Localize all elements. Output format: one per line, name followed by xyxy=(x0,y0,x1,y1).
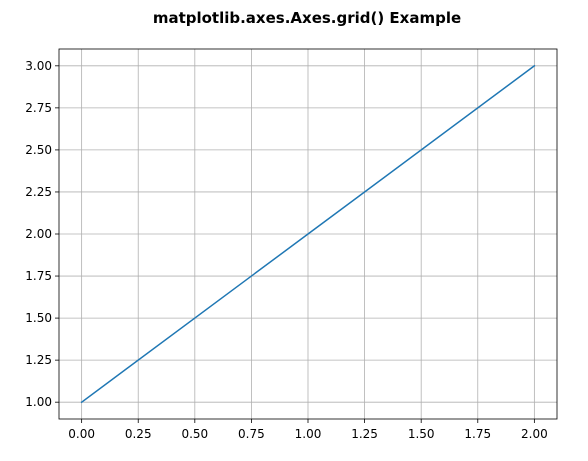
x-axis: 0.00 0.25 0.50 0.75 1.00 1.25 1.50 1.75 2.00 xyxy=(68,419,548,441)
y-tick-label: 3.00 xyxy=(25,59,52,73)
y-tick-label: 2.25 xyxy=(25,185,52,199)
series-layer xyxy=(80,64,536,404)
y-tick-label: 2.50 xyxy=(25,143,52,157)
x-tick-label: 0.25 xyxy=(125,427,152,441)
x-tick-label: 0.00 xyxy=(68,427,95,441)
x-tick-label: 1.25 xyxy=(351,427,378,441)
series-line xyxy=(80,64,536,404)
y-tick-label: 1.00 xyxy=(25,395,52,409)
x-tick-label: 0.75 xyxy=(238,427,265,441)
chart-title: matplotlib.axes.Axes.grid() Example xyxy=(153,9,461,27)
x-tick-label: 1.75 xyxy=(464,427,491,441)
y-tick-label: 1.25 xyxy=(25,353,52,367)
y-tick-label: 1.50 xyxy=(25,311,52,325)
y-tick-label: 1.75 xyxy=(25,269,52,283)
x-tick-label: 0.50 xyxy=(181,427,208,441)
y-axis: 1.00 1.25 1.50 1.75 2.00 2.25 2.50 2.75 3.00 xyxy=(25,59,59,409)
y-tick-label: 2.75 xyxy=(25,101,52,115)
x-tick-label: 1.00 xyxy=(295,427,322,441)
x-tick-label: 1.50 xyxy=(408,427,435,441)
y-tick-label: 2.00 xyxy=(25,227,52,241)
x-tick-label: 2.00 xyxy=(521,427,548,441)
